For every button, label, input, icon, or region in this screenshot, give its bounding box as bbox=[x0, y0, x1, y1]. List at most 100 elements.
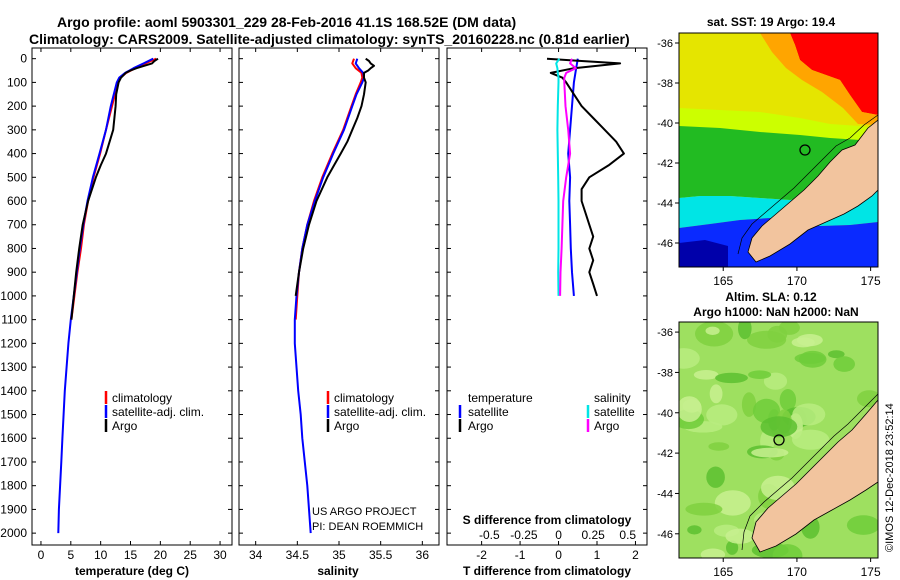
sla-blob bbox=[687, 525, 702, 535]
x-tick-label: 25 bbox=[184, 548, 198, 562]
lat-tick-label: -46 bbox=[657, 238, 673, 250]
sla-blob bbox=[705, 326, 720, 335]
depth-tick-label: 1200 bbox=[0, 336, 27, 350]
sla-blob bbox=[760, 416, 798, 438]
x-tick-label: 36 bbox=[416, 548, 430, 562]
lon-tick-label: 165 bbox=[713, 274, 733, 288]
x-tick-label: 0 bbox=[38, 548, 45, 562]
sst-lime-band bbox=[679, 108, 878, 140]
depth-tick-label: 900 bbox=[7, 265, 27, 279]
sst-land bbox=[747, 119, 878, 263]
depth-tick-label: 2000 bbox=[0, 526, 27, 540]
salinity-series bbox=[293, 57, 375, 534]
sla-blob bbox=[725, 528, 755, 544]
series-salinity-satellite bbox=[555, 58, 561, 296]
series-salinity-argo bbox=[559, 58, 577, 296]
temperature-ticks: 0 5 10 15 20 25 30 bbox=[32, 48, 232, 562]
lat-tick-label: -36 bbox=[657, 38, 673, 50]
x-tick-label: 34.5 bbox=[286, 548, 310, 562]
x-tick-label: 2 bbox=[632, 548, 639, 562]
lat-tick-label: -42 bbox=[657, 448, 673, 460]
depth-tick-label: 1000 bbox=[0, 289, 27, 303]
depth-tick-label: 500 bbox=[7, 170, 27, 184]
difference-ticks: -2 -1 0 1 2 bbox=[447, 48, 647, 562]
sla-blob bbox=[792, 403, 826, 426]
lon-tick-label: 170 bbox=[787, 274, 807, 288]
sla-map-title: Altim. SLA: 0.12 bbox=[725, 290, 817, 304]
sla-blob bbox=[747, 330, 787, 349]
sla-map-subtitle: Argo h1000: NaN h2000: NaN bbox=[693, 305, 858, 319]
sla-blob bbox=[706, 466, 725, 488]
sla-map-frame bbox=[678, 321, 879, 559]
sla-blob bbox=[706, 404, 738, 426]
lat-tick-label: -40 bbox=[657, 408, 673, 420]
x-tick-label: -1 bbox=[515, 548, 526, 562]
x-tick-label: 35.5 bbox=[369, 548, 393, 562]
depth-tick-label: 200 bbox=[7, 99, 27, 113]
sla-blob bbox=[828, 350, 845, 359]
salinity-legend: climatology satellite-adj. clim. Argo bbox=[326, 391, 426, 433]
salinity-ticks: 34 34.5 35 35.5 36 bbox=[239, 48, 439, 562]
diff-legend-ssat-label: satellite bbox=[594, 405, 635, 419]
temperature-panel-frame bbox=[31, 47, 233, 546]
temperature-legend: climatology satellite-adj. clim. Argo bbox=[104, 391, 204, 433]
sla-float-marker bbox=[773, 434, 785, 446]
legend-climatology-label: climatology bbox=[112, 391, 172, 405]
difference-panel: -2 -1 0 1 2 temperature satellite Argo salin… bbox=[446, 47, 648, 578]
series-temperature-argo bbox=[546, 57, 625, 297]
sla-blob bbox=[693, 370, 719, 380]
diff-legend-sargo-label: Argo bbox=[594, 419, 620, 433]
sla-blob bbox=[857, 390, 878, 408]
temperature-difference-label: T difference from climatology bbox=[463, 564, 631, 578]
lat-tick-label: -38 bbox=[657, 367, 673, 379]
series-argo bbox=[70, 57, 159, 320]
sla-land bbox=[751, 399, 878, 553]
difference-series bbox=[546, 57, 625, 297]
sla-blob bbox=[791, 337, 815, 348]
salinity-axis-label: salinity bbox=[317, 564, 359, 578]
imos-credit: ©IMOS 12-Dec-2018 23:52:14 bbox=[884, 403, 896, 552]
diff-legend-salinity-heading: salinity bbox=[594, 391, 631, 405]
sla-anomaly-blobs bbox=[679, 322, 878, 558]
sla-blob bbox=[792, 429, 830, 450]
temperature-axis-label: temperature (deg C) bbox=[75, 564, 189, 578]
diff-legend-temperature-heading: temperature bbox=[468, 391, 533, 405]
depth-tick-label: 1500 bbox=[0, 408, 27, 422]
x-tick-label: 15 bbox=[124, 548, 138, 562]
x-tick-label: 20 bbox=[154, 548, 168, 562]
salinity-panel: 34 34.5 35 35.5 36 climatology satellite-adj… bbox=[238, 47, 440, 578]
x-tick-label: 10 bbox=[94, 548, 108, 562]
depth-tick-label: 1700 bbox=[0, 455, 27, 469]
difference-legend: temperature satellite Argo salinity sate… bbox=[458, 391, 635, 433]
sla-blob bbox=[715, 372, 748, 384]
sla-blob bbox=[846, 515, 878, 535]
diff-legend-targo-label: Argo bbox=[468, 419, 494, 433]
sst-float-marker bbox=[799, 144, 811, 156]
depth-tick-label: 100 bbox=[7, 75, 27, 89]
sst-field bbox=[679, 33, 878, 267]
sla-map: Altim. SLA: 0.12 Argo h1000: NaN h2000: … bbox=[657, 290, 881, 579]
sst-map-title: sat. SST: 19 Argo: 19.4 bbox=[707, 15, 836, 29]
sst-warm-patch bbox=[790, 33, 878, 115]
depth-tick-label: 1800 bbox=[0, 479, 27, 493]
sla-field bbox=[679, 322, 878, 558]
depth-tick-label: 1600 bbox=[0, 431, 27, 445]
sla-blob bbox=[700, 548, 726, 558]
lat-tick-label: -44 bbox=[657, 198, 673, 210]
depth-tick-label: 1400 bbox=[0, 384, 27, 398]
depth-tick-label: 1300 bbox=[0, 360, 27, 374]
sla-blob bbox=[714, 490, 751, 516]
sla-blob bbox=[679, 348, 700, 369]
salinity-panel-frame bbox=[238, 47, 440, 546]
x-tick-label: 30 bbox=[213, 548, 227, 562]
sla-isobath bbox=[741, 393, 878, 551]
legend-argo-label: Argo bbox=[112, 419, 138, 433]
sst-orange-band bbox=[760, 33, 878, 125]
sst-map: sat. SST: 19 Argo: 19.4 -36-38-40-42-44-… bbox=[657, 15, 881, 288]
salinity-diff-tick-label: -0.25 bbox=[510, 528, 538, 542]
lon-tick-label: 175 bbox=[861, 274, 881, 288]
salinity-diff-tick-label: -0.5 bbox=[479, 528, 500, 542]
series-argo bbox=[294, 57, 375, 297]
lat-tick-label: -40 bbox=[657, 118, 673, 130]
sla-blob bbox=[748, 370, 772, 380]
